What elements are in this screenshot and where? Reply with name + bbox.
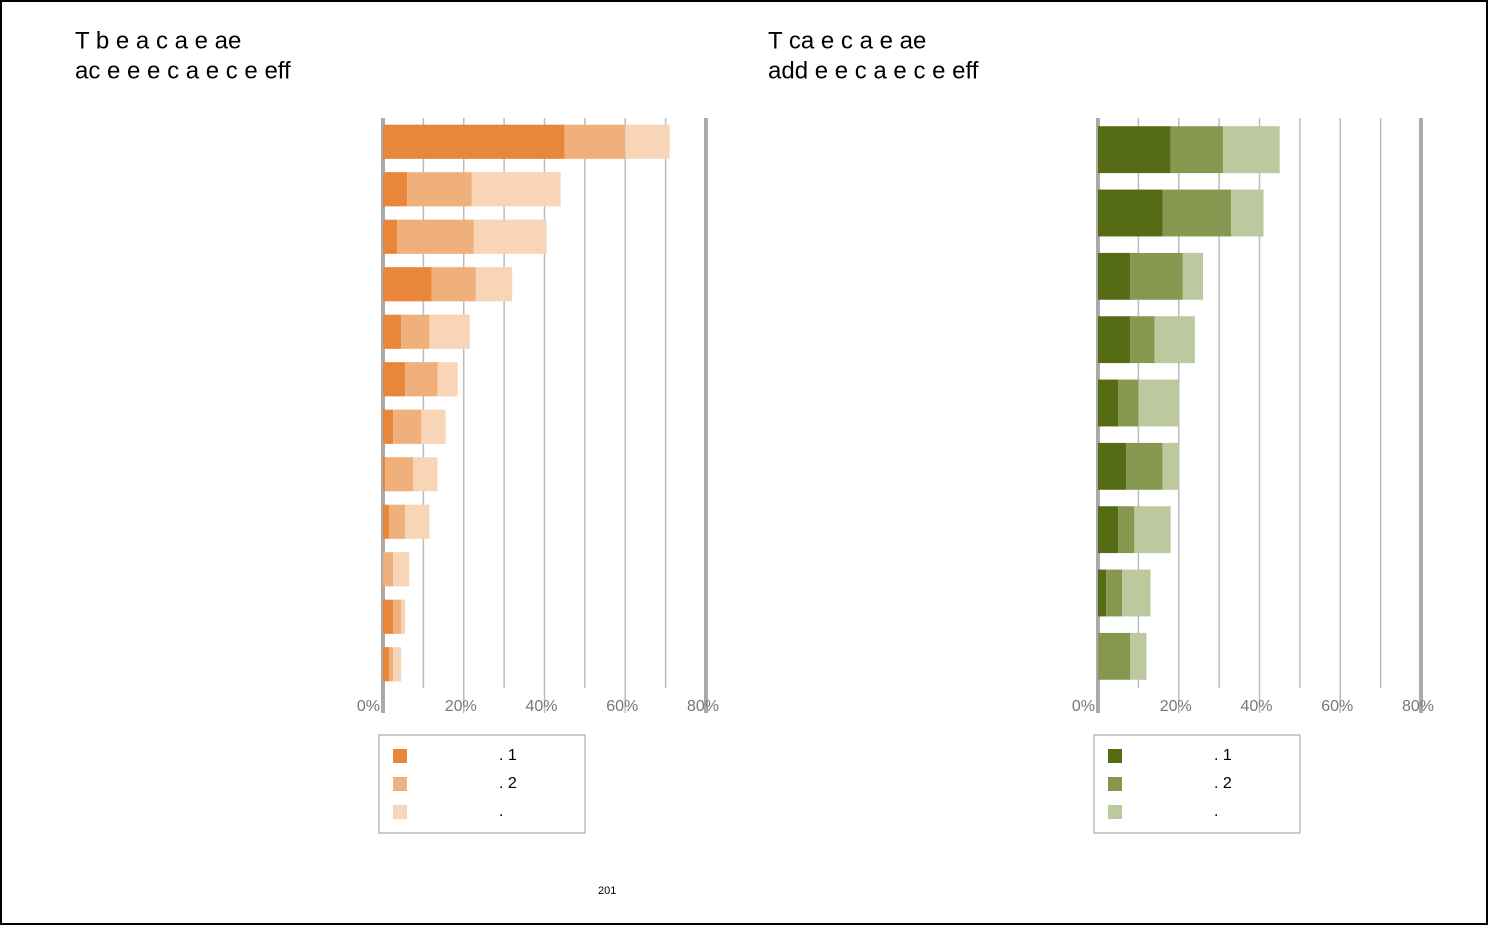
bar-segment [383,599,394,634]
bar-segment [1170,126,1224,174]
bar-segment [1098,189,1163,237]
bar-segment [405,504,430,539]
bar-segment [564,124,626,159]
bar-segment [421,409,446,444]
bar-segment [383,267,432,302]
bar-segment [1118,379,1139,427]
bar-segment [1130,252,1183,300]
bar-segment [407,172,472,207]
bar-segment [401,599,406,634]
bar-segment [385,457,414,492]
bar-segment [1098,632,1131,680]
chart-title: T b e a c a e ae [75,27,241,54]
legend-label: . 1 [499,747,517,764]
bar-segment [383,362,406,397]
bar-segment [383,552,394,587]
bar-segment [1162,442,1179,490]
bar-segment [383,219,398,254]
x-tick-label: 0% [357,698,380,715]
legend-swatch [393,805,407,819]
bar-segment [401,314,430,349]
x-tick-label: 20% [445,698,477,715]
bar-segment [383,647,390,682]
bar-segment [625,124,670,159]
bar-segment [1130,632,1147,680]
bar-segment [393,552,410,587]
bar-segment [1098,316,1131,364]
bar-segment [471,172,561,207]
bar-segment [389,504,406,539]
bar-segment [429,314,470,349]
x-tick-label: 40% [525,698,557,715]
bar-segment [1138,379,1179,427]
bar-segment [1098,442,1127,490]
legend-swatch [1108,777,1122,791]
source-note: 201 [598,885,616,897]
bar-segment [475,267,513,302]
bar-segment [393,647,402,682]
bar-segment [1098,569,1107,617]
legend-swatch [393,777,407,791]
bar-segment [397,219,474,254]
bar-segment [383,314,402,349]
bar-segment [473,219,547,254]
bar-segment [1098,506,1119,554]
legend-label: . [1214,803,1218,820]
bar-segment [393,409,422,444]
legend-box [378,734,586,834]
legend-swatch [393,749,407,763]
x-tick-label: 0% [1072,698,1095,715]
x-tick-label: 60% [606,698,638,715]
chart-title: T ca e c a e ae [768,27,926,54]
bar-segment [1154,316,1195,364]
x-tick-label: 80% [1402,698,1434,715]
chart-title: add e e c a e c e eff [768,57,979,84]
legend-swatch [1108,805,1122,819]
bar-segment [1223,126,1280,174]
bar-segment [405,362,438,397]
bar-segment [437,362,458,397]
x-tick-label: 20% [1160,698,1192,715]
x-tick-label: 60% [1321,698,1353,715]
bar-segment [1134,506,1171,554]
bar-segment [383,172,408,207]
bar-segment [393,599,402,634]
bar-segment [413,457,438,492]
x-tick-label: 80% [687,698,719,715]
bar-segment [1122,569,1151,617]
bar-segment [383,457,386,492]
bar-segment [383,124,565,159]
bar-segment [1162,189,1232,237]
bar-segment [383,504,390,539]
bar-segment [1182,252,1203,300]
bar-segment [1098,126,1171,174]
bar-segment [1231,189,1264,237]
legend-swatch [1108,749,1122,763]
bar-segment [383,409,394,444]
bar-segment [1098,379,1119,427]
legend-box [1093,734,1301,834]
bar-segment [1106,569,1123,617]
legend-label: . 1 [1214,747,1232,764]
bar-segment [1098,252,1131,300]
chart-title: ac e e e c a e c e eff [75,57,291,84]
bar-segment [1126,442,1163,490]
bar-segment [1118,506,1135,554]
bar-segment [389,647,394,682]
legend-label: . [499,803,503,820]
legend-label: . 2 [1214,775,1232,792]
legend-label: . 2 [499,775,517,792]
bar-segment [431,267,476,302]
bar-segment [1130,316,1155,364]
x-tick-label: 40% [1240,698,1272,715]
